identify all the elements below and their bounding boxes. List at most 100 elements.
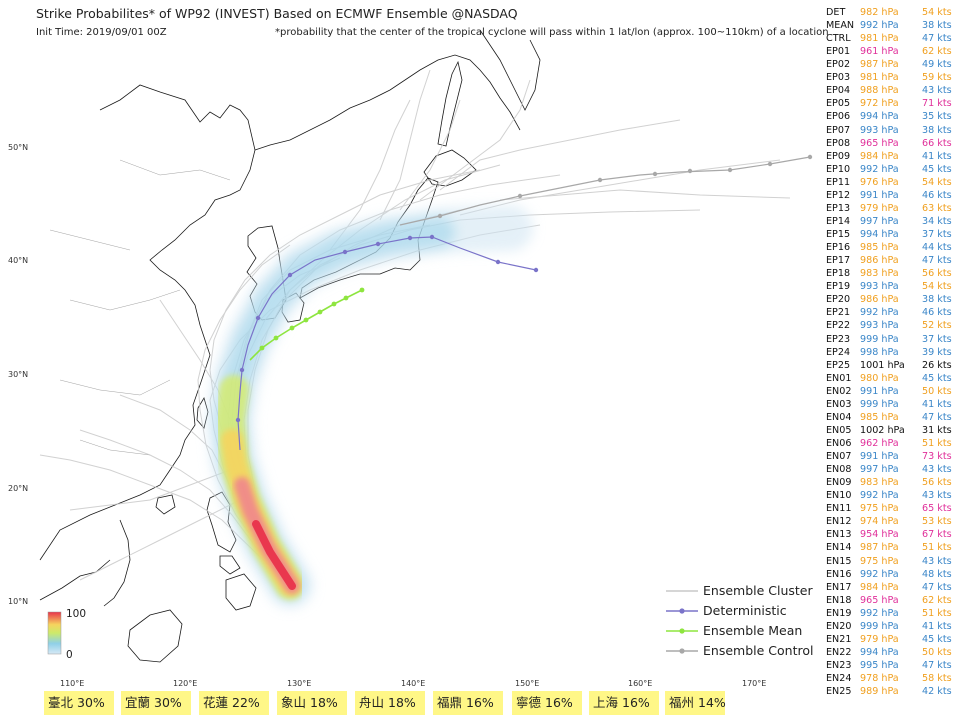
borneo — [127, 609, 183, 663]
member-pressure: 979 hPa — [860, 202, 899, 214]
deterministic-track — [235, 234, 539, 451]
member-wind: 37 kts — [922, 333, 952, 345]
member-id: EN01 — [826, 372, 852, 384]
member-id: EP10 — [826, 163, 851, 175]
city-probability: 舟山 18% — [355, 691, 425, 715]
member-id: EP25 — [826, 359, 851, 371]
city-prob: 16% — [622, 695, 650, 710]
city-prob: 18% — [388, 695, 416, 710]
sakhalin — [437, 60, 463, 147]
member-id: EN24 — [826, 673, 852, 685]
hainan — [155, 494, 176, 515]
member-wind: 51 kts — [922, 437, 952, 449]
member-id: MEAN — [826, 20, 855, 32]
member-wind: 31 kts — [922, 424, 952, 436]
member-id: EN02 — [826, 385, 852, 397]
lon-label-150: 150°E — [515, 679, 540, 688]
member-pressure: 984 hPa — [860, 150, 899, 162]
city-name: 象山 — [281, 695, 307, 710]
kamchatka — [479, 29, 541, 111]
colorbar-min-label: 0 — [66, 649, 73, 661]
member-pressure: 984 hPa — [860, 581, 899, 593]
member-wind: 45 kts — [922, 633, 952, 645]
legend-item-ensemble-control: Ensemble Control — [664, 641, 824, 661]
member-pressure: 982 hPa — [860, 7, 899, 18]
member-id: EN13 — [826, 529, 852, 541]
city-probability: 福州 14% — [665, 691, 726, 715]
member-pressure: 987 hPa — [860, 542, 899, 554]
member-id: EN03 — [826, 398, 852, 410]
member-pressure: 997 hPa — [860, 215, 899, 227]
member-pressure: 1001 hPa — [860, 359, 905, 371]
lon-label-140: 140°E — [401, 679, 426, 688]
member-id: EN07 — [826, 451, 852, 463]
philippines-mindanao — [225, 573, 257, 611]
member-wind: 26 kts — [922, 359, 952, 371]
member-id: EP01 — [826, 46, 851, 58]
member-id: EN08 — [826, 464, 852, 476]
member-id: EN04 — [826, 411, 852, 423]
ensemble-control-track — [399, 154, 813, 226]
member-pressure: 992 hPa — [860, 20, 899, 32]
member-pressure: 974 hPa — [860, 516, 899, 528]
member-pressure: 986 hPa — [860, 294, 899, 306]
member-id: EP04 — [826, 85, 851, 97]
member-id: EP09 — [826, 150, 851, 162]
member-pressure: 995 hPa — [860, 660, 899, 671]
lon-label-130: 130°E — [287, 679, 312, 688]
member-wind: 35 kts — [922, 111, 952, 123]
member-id: EN21 — [826, 633, 852, 645]
member-pressure: 999 hPa — [860, 398, 899, 410]
city-name: 福鼎 — [437, 695, 463, 710]
member-wind: 59 kts — [922, 72, 952, 84]
member-pressure: 983 hPa — [860, 268, 899, 280]
member-wind: 41 kts — [922, 398, 952, 410]
member-pressure: 994 hPa — [860, 229, 899, 241]
member-wind: 38 kts — [922, 294, 952, 306]
city-name: 上海 — [593, 695, 619, 710]
city-probability-strip: 臺北 30% 宜蘭 30% 花蓮 22% 象山 18% 舟山 18% 福鼎 16% 寧德 1… — [44, 691, 744, 715]
member-pressure: 965 hPa — [860, 137, 899, 149]
member-wind: 43 kts — [922, 555, 952, 567]
member-id: EN18 — [826, 594, 852, 606]
member-pressure: 986 hPa — [860, 255, 899, 267]
member-pressure: 989 hPa — [860, 686, 899, 698]
member-id: EN19 — [826, 607, 852, 619]
member-wind: 38 kts — [922, 124, 952, 136]
lat-label-40: 40°N — [8, 256, 29, 265]
member-id: EN14 — [826, 542, 852, 554]
member-id: EN10 — [826, 490, 852, 502]
member-pressure: 997 hPa — [860, 464, 899, 476]
legend-item-cluster: Ensemble Cluster — [664, 581, 824, 601]
member-id: EP14 — [826, 215, 851, 227]
member-id: EP15 — [826, 229, 851, 241]
city-probability: 宜蘭 30% — [121, 691, 191, 715]
member-pressure: 965 hPa — [860, 594, 899, 606]
colorbar-max-label: 100 — [66, 608, 87, 620]
member-id: EP08 — [826, 137, 851, 149]
member-wind: 50 kts — [922, 646, 952, 658]
member-wind: 41 kts — [922, 620, 952, 632]
member-wind: 67 kts — [922, 529, 952, 541]
member-id: EP06 — [826, 111, 851, 123]
member-wind: 34 kts — [922, 215, 952, 227]
city-prob: 22% — [232, 695, 260, 710]
probability-note: *probability that the center of the trop… — [275, 27, 829, 38]
member-pressure: 991 hPa — [860, 189, 899, 201]
member-id: EP17 — [826, 255, 851, 267]
member-pressure: 972 hPa — [860, 98, 899, 110]
lon-label-160: 160°E — [628, 679, 653, 688]
member-pressure: 993 hPa — [860, 281, 899, 293]
member-pressure: 976 hPa — [860, 176, 899, 188]
member-wind: 62 kts — [922, 594, 952, 606]
member-wind: 54 kts — [922, 281, 952, 293]
member-id: EN20 — [826, 620, 852, 632]
member-pressure: 981 hPa — [860, 72, 899, 84]
member-wind: 45 kts — [922, 163, 952, 175]
taiwan — [196, 397, 209, 429]
lon-label-120: 120°E — [173, 679, 198, 688]
city-probability: 福鼎 16% — [433, 691, 503, 715]
city-name: 舟山 — [359, 695, 385, 710]
member-pressure: 994 hPa — [860, 111, 899, 123]
city-prob: 16% — [545, 695, 573, 710]
